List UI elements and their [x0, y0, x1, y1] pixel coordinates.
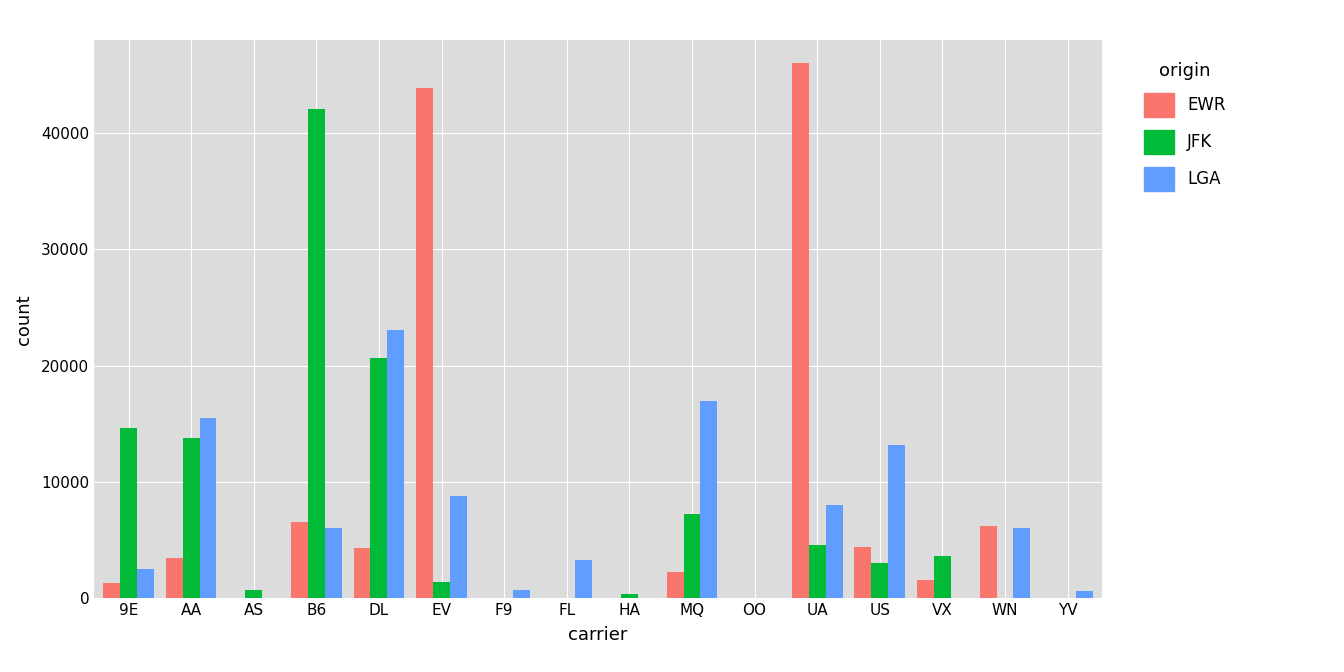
Bar	[137, 569, 153, 598]
Bar	[450, 495, 466, 598]
Y-axis label: count: count	[15, 294, 32, 345]
Bar	[888, 446, 905, 598]
Legend: EWR, JFK, LGA: EWR, JFK, LGA	[1130, 48, 1239, 204]
Bar	[433, 582, 450, 598]
Bar	[512, 590, 530, 598]
Bar	[980, 526, 997, 598]
Bar	[700, 401, 718, 598]
Bar	[1077, 591, 1093, 598]
Bar	[325, 528, 341, 598]
Bar	[667, 572, 684, 598]
Bar	[417, 87, 433, 598]
X-axis label: carrier: carrier	[569, 626, 628, 644]
Bar	[621, 594, 638, 598]
Bar	[792, 62, 809, 598]
Bar	[1013, 528, 1031, 598]
Bar	[575, 560, 593, 598]
Bar	[199, 419, 216, 598]
Bar	[855, 547, 871, 598]
Bar	[809, 546, 825, 598]
Bar	[684, 515, 700, 598]
Bar	[387, 330, 405, 598]
Bar	[917, 580, 934, 598]
Bar	[165, 558, 183, 598]
Bar	[371, 358, 387, 598]
Bar	[183, 438, 199, 598]
Bar	[246, 590, 262, 598]
Bar	[934, 556, 950, 598]
Bar	[308, 109, 325, 598]
Bar	[292, 522, 308, 598]
Bar	[103, 583, 120, 598]
Bar	[871, 563, 888, 598]
Bar	[120, 428, 137, 598]
Bar	[825, 505, 843, 598]
Bar	[353, 548, 371, 598]
